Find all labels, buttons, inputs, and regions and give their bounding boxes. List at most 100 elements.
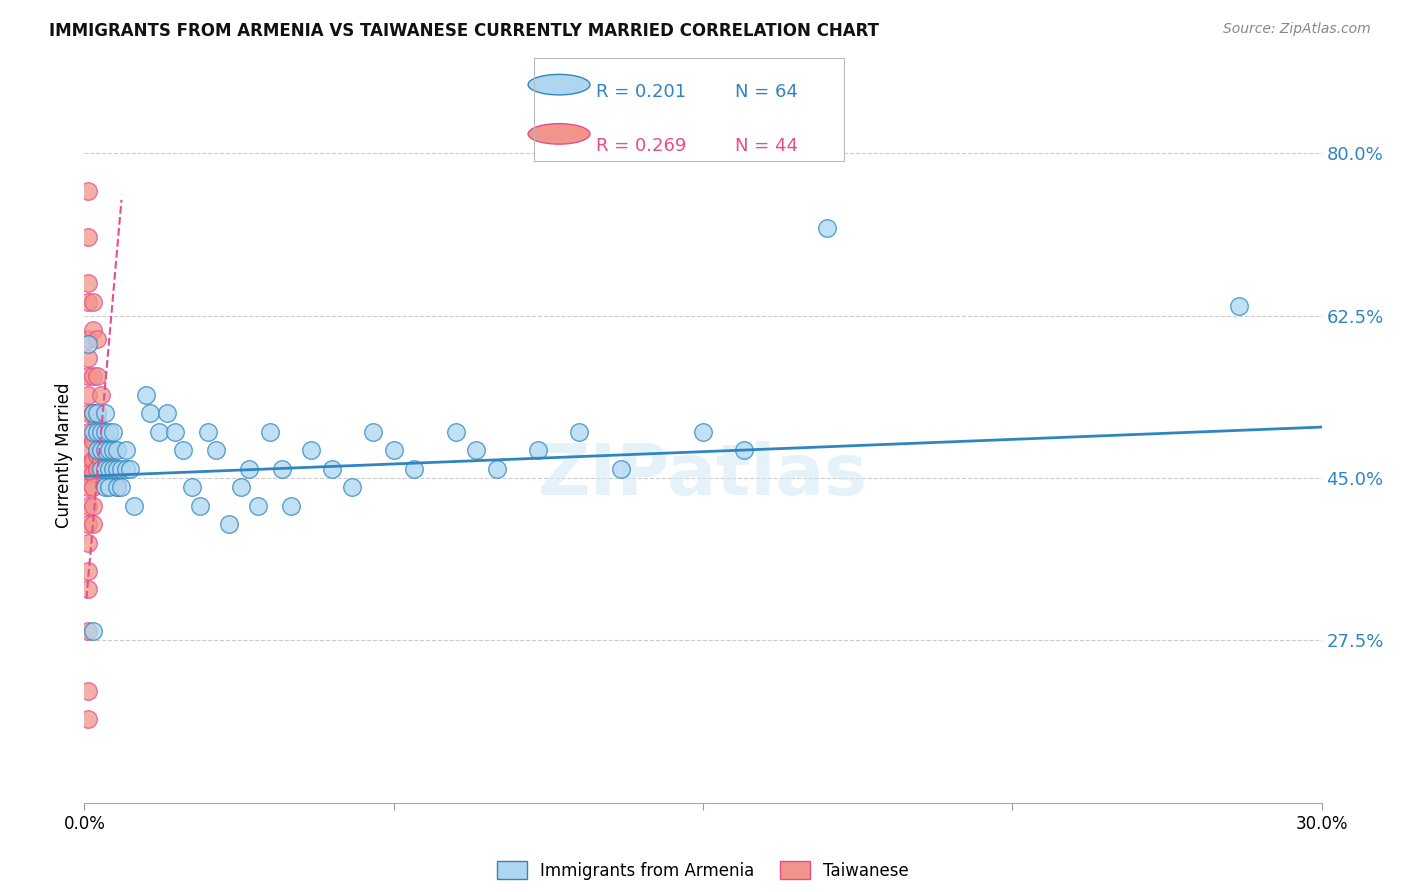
Point	[94, 406, 117, 420]
Point	[188, 499, 211, 513]
Text: R = 0.201: R = 0.201	[596, 83, 686, 101]
Point	[609, 462, 631, 476]
Point	[105, 480, 128, 494]
Point	[733, 443, 755, 458]
Point	[527, 443, 550, 458]
Point	[110, 480, 132, 494]
Point	[86, 448, 108, 462]
Text: N = 44: N = 44	[735, 137, 799, 155]
Point	[98, 462, 121, 476]
Point	[94, 480, 117, 494]
Point	[77, 582, 100, 597]
Point	[1227, 300, 1250, 314]
Point	[90, 452, 112, 467]
Point	[77, 517, 100, 532]
Point	[82, 517, 104, 532]
Point	[229, 480, 252, 494]
Point	[77, 294, 100, 309]
Point	[180, 480, 202, 494]
Point	[82, 369, 104, 384]
Point	[114, 462, 136, 476]
Point	[246, 499, 269, 513]
Point	[148, 425, 170, 439]
Point	[82, 499, 104, 513]
Point	[77, 369, 100, 384]
Point	[139, 406, 162, 420]
Point	[90, 425, 112, 439]
Point	[342, 480, 364, 494]
Point	[114, 443, 136, 458]
Point	[77, 457, 100, 471]
Point	[86, 406, 108, 420]
Point	[110, 462, 132, 476]
Text: N = 64: N = 64	[735, 83, 799, 101]
Text: R = 0.269: R = 0.269	[596, 137, 686, 155]
Point	[465, 443, 488, 458]
Point	[86, 425, 108, 439]
Point	[77, 277, 100, 291]
Point	[299, 443, 322, 458]
Point	[135, 387, 157, 401]
Point	[568, 425, 591, 439]
Circle shape	[529, 74, 591, 95]
Point	[77, 712, 100, 726]
Point	[86, 443, 108, 458]
Point	[205, 443, 228, 458]
Point	[485, 462, 508, 476]
Point	[98, 425, 121, 439]
Point	[103, 443, 125, 458]
Point	[82, 467, 104, 481]
Point	[172, 443, 194, 458]
Y-axis label: Currently Married: Currently Married	[55, 382, 73, 528]
Point	[77, 443, 100, 458]
Point	[82, 480, 104, 494]
Point	[259, 425, 281, 439]
Point	[77, 351, 100, 365]
Point	[218, 517, 240, 532]
Point	[90, 425, 112, 439]
Point	[105, 462, 128, 476]
Point	[77, 624, 100, 639]
Point	[77, 684, 100, 698]
Point	[82, 406, 104, 420]
Point	[444, 425, 467, 439]
Point	[90, 443, 112, 458]
Point	[94, 434, 117, 448]
Point	[77, 230, 100, 244]
Point	[86, 462, 108, 476]
Point	[404, 462, 426, 476]
Point	[103, 467, 125, 481]
Point	[77, 406, 100, 420]
Text: IMMIGRANTS FROM ARMENIA VS TAIWANESE CURRENTLY MARRIED CORRELATION CHART: IMMIGRANTS FROM ARMENIA VS TAIWANESE CUR…	[49, 22, 879, 40]
Point	[165, 425, 187, 439]
Point	[77, 184, 100, 198]
Point	[238, 462, 260, 476]
Point	[82, 323, 104, 337]
Point	[815, 220, 838, 235]
Text: Source: ZipAtlas.com: Source: ZipAtlas.com	[1223, 22, 1371, 37]
Point	[86, 332, 108, 346]
Point	[271, 462, 294, 476]
Point	[77, 467, 100, 481]
Point	[77, 336, 100, 351]
Point	[156, 406, 179, 420]
Text: ZIPatlas: ZIPatlas	[538, 442, 868, 510]
Point	[94, 462, 117, 476]
Point	[77, 499, 100, 513]
Point	[197, 425, 219, 439]
Point	[361, 425, 384, 439]
Point	[321, 462, 343, 476]
Point	[86, 369, 108, 384]
Point	[77, 425, 100, 439]
Legend: Immigrants from Armenia, Taiwanese: Immigrants from Armenia, Taiwanese	[491, 855, 915, 887]
Point	[94, 425, 117, 439]
Point	[82, 452, 104, 467]
Point	[98, 443, 121, 458]
Point	[77, 536, 100, 550]
Point	[98, 452, 121, 467]
Point	[82, 425, 104, 439]
Point	[90, 387, 112, 401]
Point	[86, 416, 108, 430]
Point	[94, 443, 117, 458]
Point	[77, 332, 100, 346]
